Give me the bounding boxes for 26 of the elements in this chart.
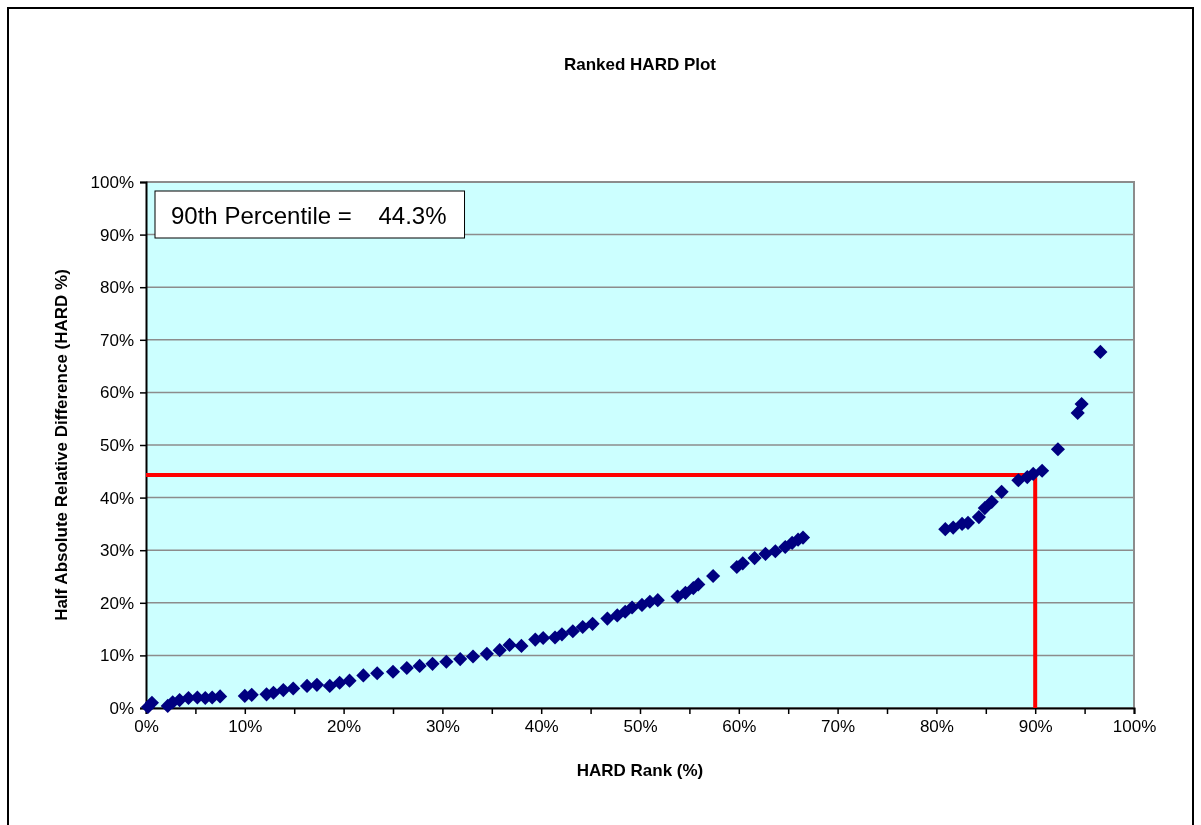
x-tick-label: 60% — [722, 717, 757, 737]
y-tick-label: 80% — [99, 278, 134, 298]
y-tick-label: 10% — [99, 646, 134, 666]
chart-title: Ranked HARD Plot — [563, 55, 717, 74]
annotation: 90th Percentile = 44.3% — [171, 202, 447, 229]
x-tick-label: 30% — [425, 717, 460, 737]
y-tick-label: 30% — [99, 541, 134, 561]
x-tick-label: 70% — [821, 717, 856, 737]
y-tick-label: 60% — [99, 383, 134, 403]
x-tick-label: 20% — [327, 717, 362, 737]
y-tick-label: 20% — [99, 593, 134, 613]
x-tick-label: 80% — [919, 717, 954, 737]
x-tick-label: 0% — [134, 717, 159, 737]
y-tick-label: 70% — [99, 330, 134, 350]
y-tick-label: 50% — [99, 435, 134, 455]
y-tick-label: 40% — [99, 488, 134, 508]
x-tick-label: 100% — [1112, 717, 1157, 737]
x-tick-label: 10% — [228, 717, 263, 737]
x-axis-title: HARD Rank (%) — [576, 761, 704, 780]
y-tick-label: 100% — [90, 172, 134, 192]
y-tick-label: 90% — [99, 225, 134, 245]
x-tick-label: 90% — [1018, 717, 1053, 737]
y-axis-title: Half Absolute Relative Difference (HARD %) — [52, 269, 71, 621]
x-tick-label: 40% — [524, 717, 559, 737]
x-tick-label: 50% — [623, 717, 658, 737]
y-tick-label: 0% — [109, 698, 134, 718]
